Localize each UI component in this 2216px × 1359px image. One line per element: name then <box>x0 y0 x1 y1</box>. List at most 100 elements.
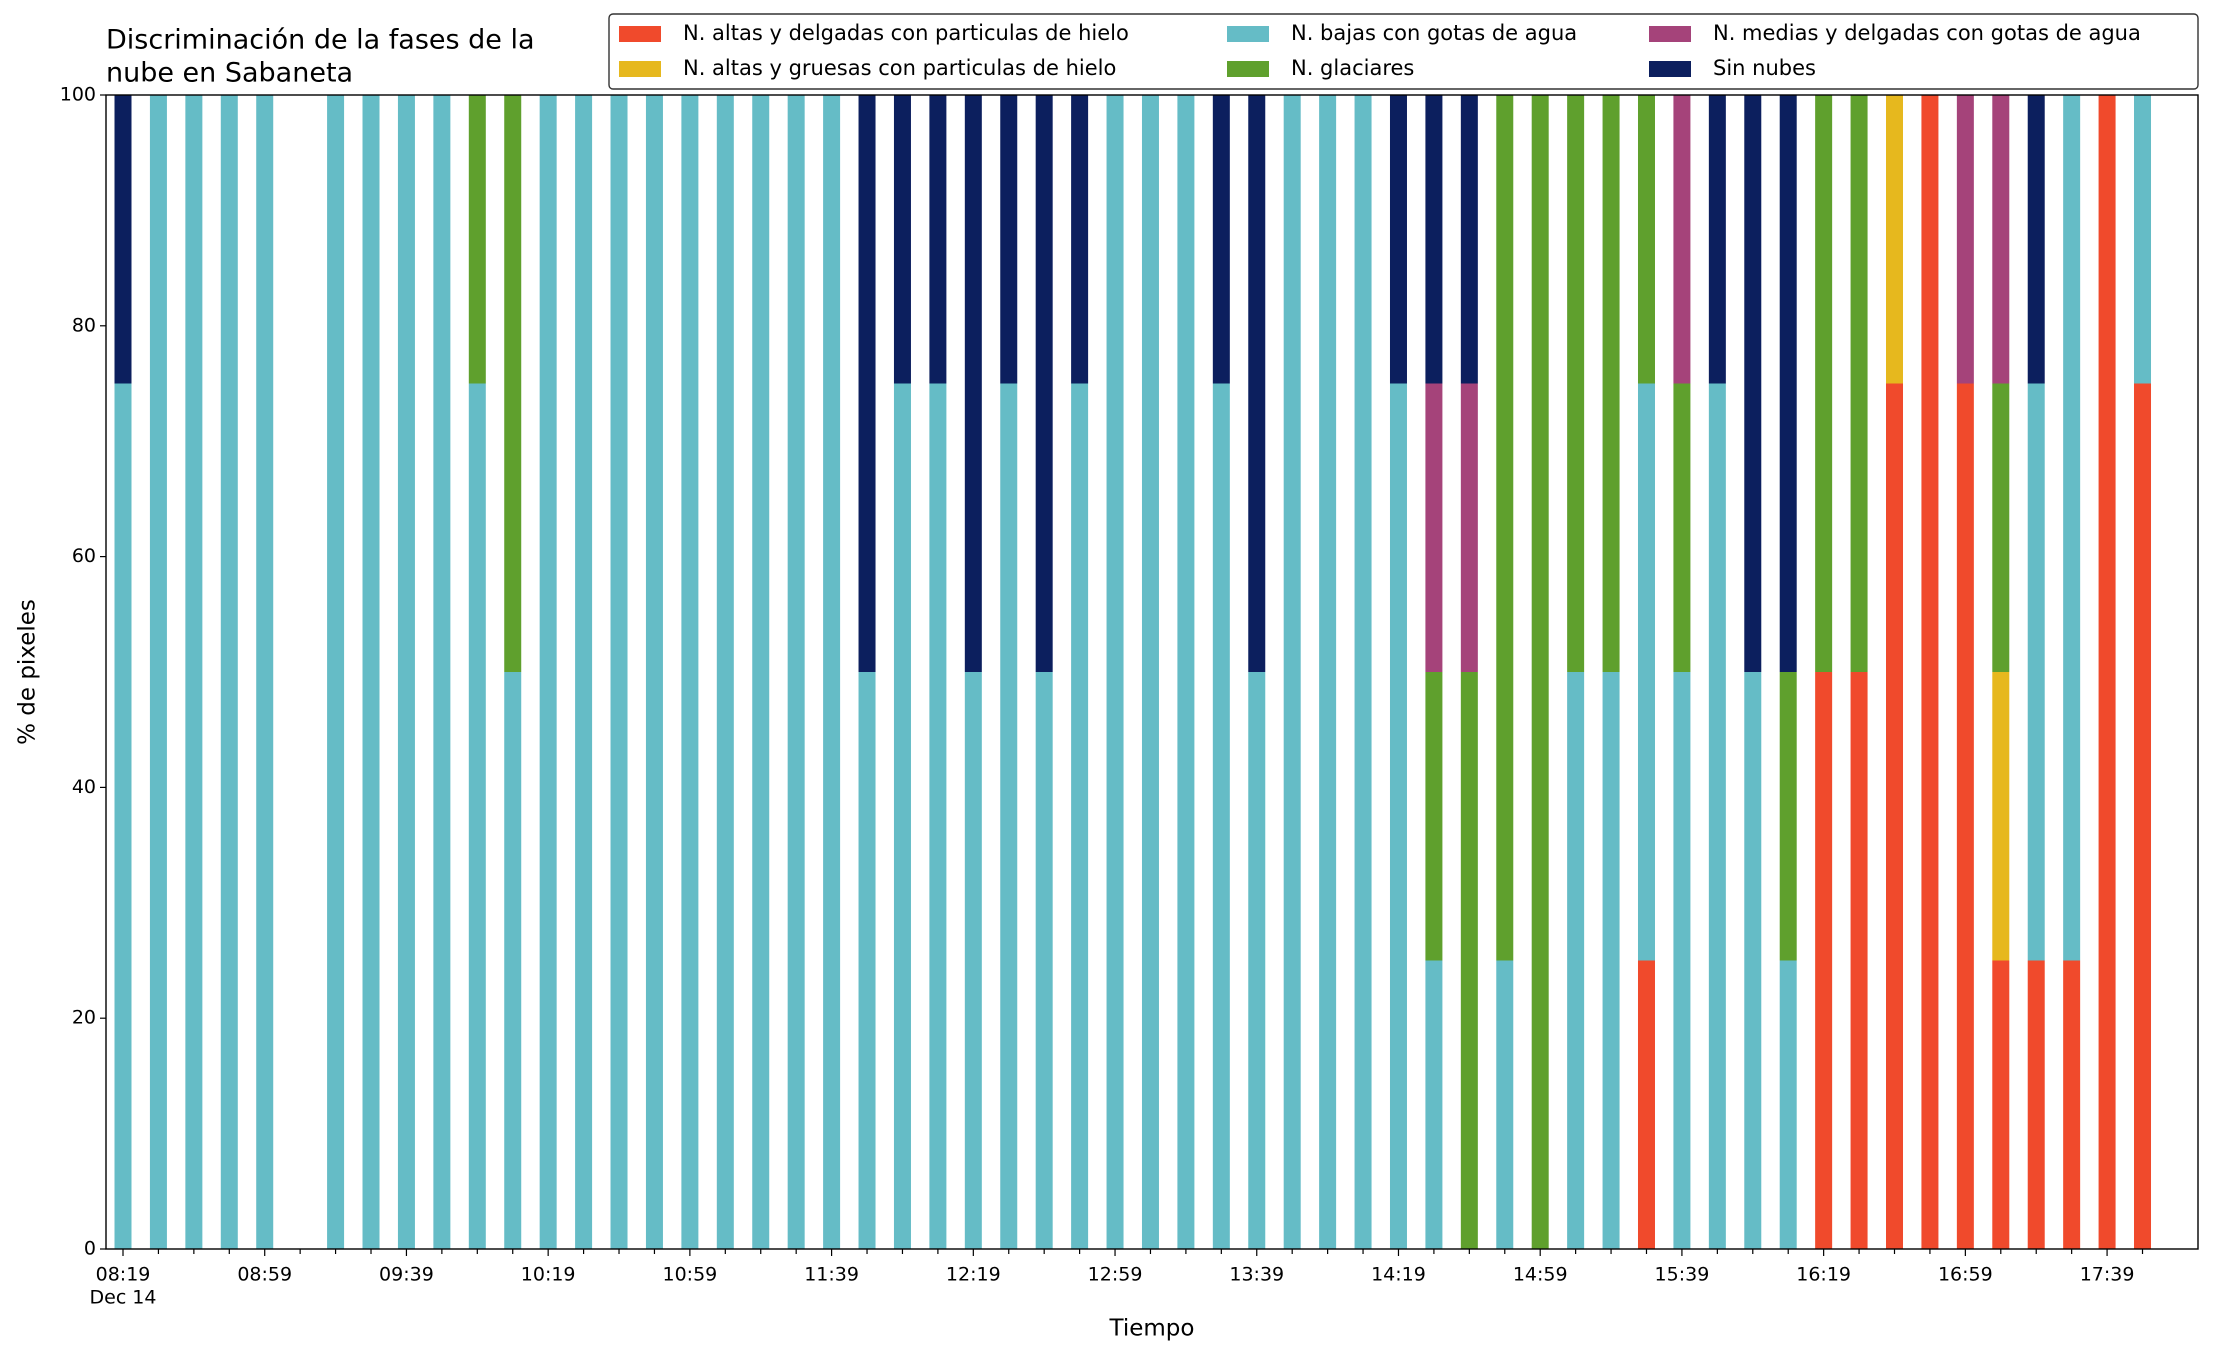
bar-segment <box>2027 383 2045 961</box>
bar-segment <box>1248 95 1266 672</box>
bar-segment <box>1850 672 1868 1249</box>
bar-segment <box>681 95 699 1249</box>
bar-segment <box>1389 383 1407 1249</box>
bar-segment <box>2027 960 2045 1249</box>
bar-segment <box>1956 383 1974 1249</box>
bar-segment <box>2027 95 2045 384</box>
bar-segment <box>2134 95 2152 384</box>
bar-segment <box>362 95 380 1249</box>
bar-segment <box>610 95 628 1249</box>
x-tick-label: 16:19 <box>1796 1264 1851 1286</box>
bar-segment <box>1071 383 1089 1249</box>
bar-segment <box>1779 960 1797 1249</box>
bar-segment <box>752 95 770 1249</box>
bar-segment <box>1000 383 1018 1249</box>
bar-segment <box>1708 95 1726 384</box>
bar-segment <box>893 95 911 384</box>
bar-segment <box>1673 95 1691 384</box>
bar-segment <box>1496 95 1514 961</box>
bar-segment <box>929 383 947 1249</box>
x-axis-label: Tiempo <box>1109 1316 1195 1342</box>
bar-segment <box>1425 383 1443 672</box>
bar-segment <box>1425 95 1443 384</box>
bar-segment <box>185 95 203 1249</box>
legend-swatch <box>1649 61 1691 77</box>
bar-segment <box>397 95 415 1249</box>
bar-segment <box>1212 383 1230 1249</box>
bar-segment <box>1992 672 2010 961</box>
bar-segment <box>575 95 593 1249</box>
bar-segment <box>504 672 522 1249</box>
bar-segment <box>1992 95 2010 384</box>
bar-segment <box>327 95 345 1249</box>
y-tick-label: 20 <box>72 1007 96 1029</box>
bar-segment <box>1921 95 1939 1249</box>
bar-segment <box>1425 960 1443 1249</box>
legend-label: N. altas y gruesas con particulas de hie… <box>683 56 1116 80</box>
bar-segment <box>1354 95 1372 1249</box>
bar-segment <box>1567 672 1585 1249</box>
legend-label: N. medias y delgadas con gotas de agua <box>1713 21 2141 45</box>
bar-segment <box>1460 95 1478 384</box>
y-axis-label: % de pixeles <box>15 599 41 745</box>
x-tick-label: 08:19 <box>96 1264 151 1286</box>
y-tick-label: 80 <box>72 314 96 336</box>
bar-segment <box>1496 960 1514 1249</box>
x-date-label: Dec 14 <box>90 1287 157 1309</box>
chart-title: Discriminación de la fases de la <box>106 25 535 56</box>
x-tick-label: 09:39 <box>379 1264 434 1286</box>
bar-segment <box>1389 95 1407 384</box>
legend-swatch <box>1649 26 1691 42</box>
bar-segment <box>2134 383 2152 1249</box>
bar-segment <box>1886 95 1903 384</box>
bar-segment <box>929 95 947 384</box>
bar-segment <box>858 672 876 1249</box>
bar-segment <box>1177 95 1195 1249</box>
x-tick-label: 12:19 <box>946 1264 1001 1286</box>
bar-segment <box>1708 383 1726 1249</box>
bar-segment <box>1283 95 1301 1249</box>
bar-segment <box>1815 95 1833 672</box>
legend-swatch <box>619 26 661 42</box>
legend-label: Sin nubes <box>1713 56 1816 80</box>
bar-segment <box>468 383 486 1249</box>
bar-segment <box>1248 672 1266 1249</box>
bar-segment <box>1035 95 1053 672</box>
chart-title: nube en Sabaneta <box>106 58 353 89</box>
x-tick-label: 13:39 <box>1229 1264 1284 1286</box>
legend-box <box>608 13 2199 90</box>
bar-segment <box>1460 672 1478 1249</box>
bar-segment <box>1779 672 1797 961</box>
x-tick-label: 14:19 <box>1371 1264 1426 1286</box>
bar-segment <box>256 95 274 1249</box>
x-tick-label: 16:59 <box>1938 1264 1993 1286</box>
bar-segment <box>1602 672 1620 1249</box>
bar-segment <box>149 95 167 1249</box>
y-tick-label: 0 <box>84 1238 96 1260</box>
bar-segment <box>1673 383 1691 672</box>
legend-label: N. bajas con gotas de agua <box>1291 21 1577 45</box>
bar-segment <box>1567 95 1585 672</box>
bar-segment <box>114 383 132 1249</box>
bar-segment <box>1744 95 1762 672</box>
bar-segment <box>468 95 486 384</box>
x-tick-label: 10:19 <box>521 1264 576 1286</box>
bar-segment <box>2098 95 2116 1249</box>
bar-segment <box>1035 672 1053 1249</box>
bar-segment <box>1460 383 1478 672</box>
y-tick-label: 100 <box>60 84 96 106</box>
legend-label: N. glaciares <box>1291 56 1414 80</box>
bar-segment <box>964 672 982 1249</box>
bar-segment <box>823 95 841 1249</box>
bar-segment <box>1850 95 1868 672</box>
bar-segment <box>1815 672 1833 1249</box>
bar-segment <box>504 95 522 672</box>
bar-segment <box>1744 672 1762 1249</box>
bar-segment <box>539 95 557 1249</box>
plot-frame <box>105 94 2199 1250</box>
x-tick-label: 14:59 <box>1513 1264 1568 1286</box>
bar-segment <box>964 95 982 672</box>
bar-segment <box>716 95 734 1249</box>
bar-segment <box>2063 95 2081 961</box>
